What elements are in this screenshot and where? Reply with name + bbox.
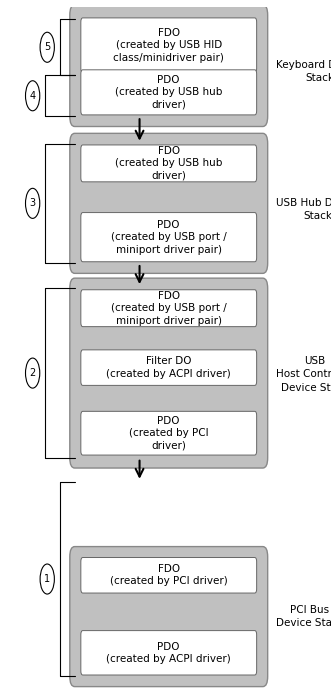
Text: 4: 4 xyxy=(29,91,36,101)
FancyBboxPatch shape xyxy=(81,411,257,455)
Text: FDO
(created by USB hub
driver): FDO (created by USB hub driver) xyxy=(115,146,222,181)
Text: USB
Host Controller
Device Stack: USB Host Controller Device Stack xyxy=(276,356,331,392)
Text: 2: 2 xyxy=(29,368,36,378)
Text: PDO
(created by USB port /
miniport driver pair): PDO (created by USB port / miniport driv… xyxy=(111,220,227,254)
FancyBboxPatch shape xyxy=(70,5,268,127)
Text: FDO
(created by USB port /
miniport driver pair): FDO (created by USB port / miniport driv… xyxy=(111,291,227,325)
Text: FDO
(created by USB HID
class/minidriver pair): FDO (created by USB HID class/minidriver… xyxy=(113,28,224,63)
FancyBboxPatch shape xyxy=(81,213,257,262)
FancyBboxPatch shape xyxy=(81,631,257,675)
FancyBboxPatch shape xyxy=(81,70,257,115)
Circle shape xyxy=(25,81,40,111)
Circle shape xyxy=(25,188,40,218)
FancyBboxPatch shape xyxy=(81,290,257,327)
Text: 3: 3 xyxy=(29,199,36,208)
Text: USB Hub Device
Stack: USB Hub Device Stack xyxy=(276,198,331,222)
FancyBboxPatch shape xyxy=(81,350,257,385)
Text: FDO
(created by PCI driver): FDO (created by PCI driver) xyxy=(110,564,228,586)
Text: Keyboard Device
Stack: Keyboard Device Stack xyxy=(276,60,331,84)
Text: PDO
(created by PCI
driver): PDO (created by PCI driver) xyxy=(129,416,209,450)
Circle shape xyxy=(25,358,40,388)
FancyBboxPatch shape xyxy=(70,278,268,468)
Text: PCI Bus
Device Stack: PCI Bus Device Stack xyxy=(276,605,331,628)
Circle shape xyxy=(40,564,54,594)
Text: Filter DO
(created by ACPI driver): Filter DO (created by ACPI driver) xyxy=(106,356,231,379)
FancyBboxPatch shape xyxy=(81,18,257,72)
FancyBboxPatch shape xyxy=(70,133,268,273)
FancyBboxPatch shape xyxy=(70,546,268,687)
FancyBboxPatch shape xyxy=(81,558,257,593)
Text: PDO
(created by ACPI driver): PDO (created by ACPI driver) xyxy=(106,642,231,664)
Circle shape xyxy=(40,32,54,62)
FancyBboxPatch shape xyxy=(81,145,257,182)
Text: 5: 5 xyxy=(44,43,50,52)
Text: 1: 1 xyxy=(44,574,50,584)
Text: PDO
(created by USB hub
driver): PDO (created by USB hub driver) xyxy=(115,75,222,109)
